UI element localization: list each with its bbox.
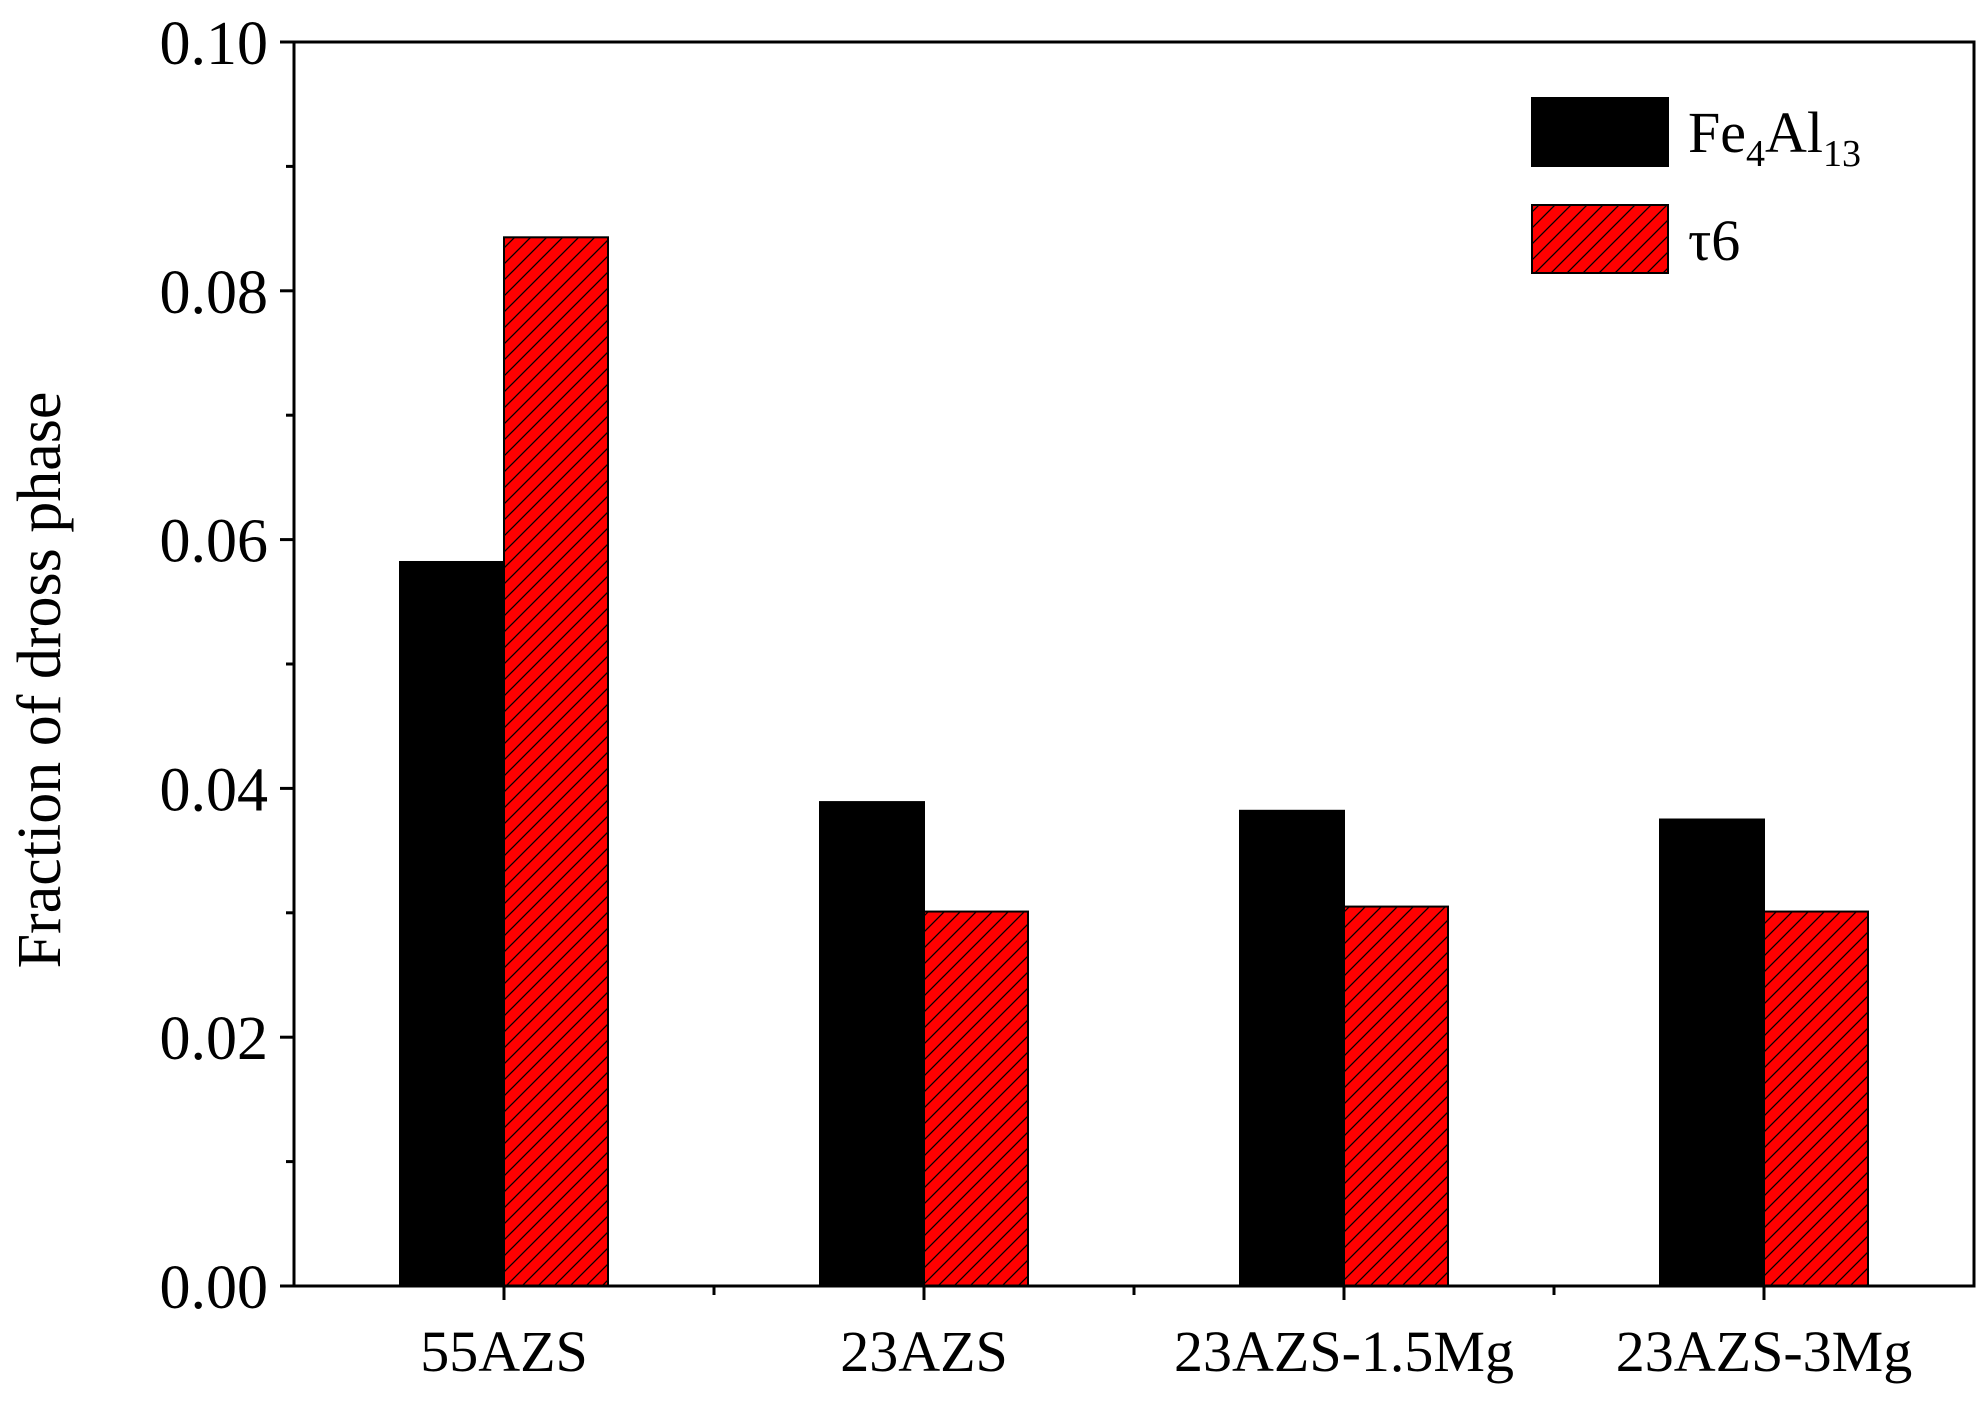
x-tick-label: 23AZS <box>840 1319 1008 1384</box>
legend-label-fe4al13: Fe4Al13 <box>1688 100 1861 175</box>
y-tick-label: 0.04 <box>160 756 269 824</box>
x-tick-label: 55AZS <box>420 1319 588 1384</box>
bar-fe4al13-23azs-1.5mg <box>1239 809 1345 1287</box>
bar-tau6-23azs-3mg <box>1763 910 1869 1288</box>
y-tick-label: 0.02 <box>160 1005 269 1073</box>
x-tick-label: 23AZS-3Mg <box>1616 1319 1912 1384</box>
bar-fe4al13-23azs-3mg <box>1659 818 1765 1287</box>
x-tick-label: 23AZS-1.5Mg <box>1174 1319 1514 1384</box>
bar-tau6-23azs-1.5mg <box>1343 905 1449 1288</box>
legend: Fe4Al13 τ6 <box>1531 97 1861 274</box>
y-tick-label: 0.10 <box>160 10 269 78</box>
y-tick-label: 0.08 <box>160 259 269 327</box>
legend-swatch-fe4al13 <box>1531 97 1669 167</box>
y-tick-label: 0.00 <box>160 1254 269 1322</box>
bar-fe4al13-55azs <box>399 560 505 1287</box>
y-tick-label: 0.06 <box>160 508 269 576</box>
bar-tau6-55azs <box>503 236 609 1288</box>
y-axis-title: Fraction of dross phase <box>6 392 74 969</box>
legend-swatch-tau6 <box>1531 204 1669 274</box>
legend-label-tau6: τ6 <box>1688 208 1740 273</box>
bar-tau6-23azs <box>923 910 1029 1288</box>
bar-fe4al13-23azs <box>819 801 925 1287</box>
bars-layer <box>399 236 1869 1288</box>
ticks-layer: 0.00 0.02 0.04 0.06 0.08 0.10 55AZS 23AZS 23AZS-… <box>160 10 1913 1384</box>
